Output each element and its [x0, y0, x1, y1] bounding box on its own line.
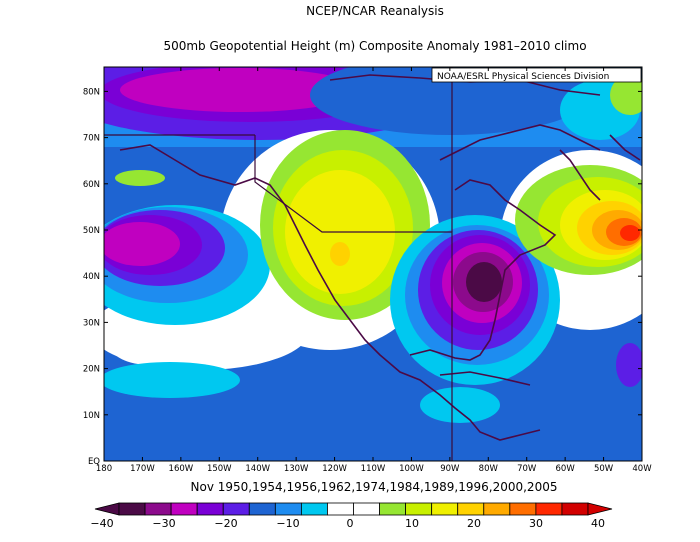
colorbar-swatch — [483, 502, 511, 516]
colorbar-low-arrow — [94, 502, 120, 516]
lon-tick-label: 130W — [284, 464, 309, 474]
colorbar-swatch — [196, 502, 224, 516]
colorbar-label: −30 — [152, 517, 175, 530]
colorbar-swatch — [274, 502, 302, 516]
title-line-2: 500mb Geopotential Height (m) Composite … — [163, 39, 586, 53]
title-line-1: NCEP/NCAR Reanalysis — [306, 4, 444, 18]
colorbar: −40 −30 −20 −10 0 10 20 30 40 — [90, 502, 613, 530]
lat-tick-label: 10N — [83, 411, 100, 421]
colorbar-label: −20 — [214, 517, 237, 530]
colorbar-swatch — [118, 502, 146, 516]
credit-box — [431, 67, 642, 83]
lat-tick-label: EQ — [88, 457, 100, 467]
colorbar-swatch — [561, 502, 589, 516]
lat-tick-label: 20N — [83, 365, 100, 375]
colorbar-swatch — [457, 502, 485, 516]
colorbar-label: −40 — [90, 517, 113, 530]
lon-tick-label: 180 — [96, 464, 112, 474]
lon-tick-label: 50W — [594, 464, 614, 474]
lat-tick-label: 70N — [83, 134, 100, 144]
colorbar-high-arrow — [587, 502, 613, 516]
colorbar-swatch — [222, 502, 250, 516]
anomaly-field — [104, 67, 642, 461]
credit-label: NOAA/ESRL Physical Sciences Division — [437, 72, 609, 82]
colorbar-swatch — [431, 502, 459, 516]
colorbar-swatch — [379, 502, 407, 516]
colorbar-swatch — [170, 502, 198, 516]
lon-tick-label: 110W — [361, 464, 386, 474]
lat-tick-label: 30N — [83, 318, 100, 328]
lon-tick-label: 80W — [479, 464, 499, 474]
colorbar-swatch — [327, 502, 354, 516]
colorbar-swatch — [144, 502, 172, 516]
colorbar-swatch — [248, 502, 276, 516]
lon-tick-label: 40W — [632, 464, 652, 474]
colorbar-label: 40 — [591, 517, 605, 530]
lat-tick-label: 50N — [83, 226, 100, 236]
lon-tick-label: 100W — [399, 464, 424, 474]
period-label: Nov 1950,1954,1956,1962,1974,1984,1989,1… — [191, 480, 558, 494]
lon-tick-label: 90W — [440, 464, 460, 474]
longitude-axis: 180 170W 160W 150W 140W 130W 120W 110W 100W 90W 80… — [96, 67, 652, 474]
colorbar-swatch — [353, 502, 380, 516]
colorbar-swatch — [535, 502, 563, 516]
colorbar-label: 20 — [467, 517, 481, 530]
lon-tick-label: 70W — [517, 464, 537, 474]
colorbar-swatch — [300, 502, 328, 516]
region-box — [104, 67, 453, 461]
lon-tick-label: 140W — [245, 464, 270, 474]
lon-tick-label: 170W — [130, 464, 155, 474]
lon-tick-label: 150W — [207, 464, 232, 474]
colorbar-swatch — [405, 502, 433, 516]
latitude-axis: EQ 10N 20N 30N 40N 50N 60N 70N 80N — [83, 87, 642, 467]
colorbar-label: 0 — [347, 517, 354, 530]
colorbar-label: 30 — [529, 517, 543, 530]
colorbar-swatch — [509, 502, 537, 516]
lat-tick-label: 80N — [83, 87, 100, 97]
colorbar-label: 10 — [405, 517, 419, 530]
lon-tick-label: 120W — [322, 464, 347, 474]
lat-tick-label: 60N — [83, 180, 100, 190]
lat-tick-label: 40N — [83, 272, 100, 282]
lon-tick-label: 60W — [556, 464, 576, 474]
lon-tick-label: 160W — [169, 464, 194, 474]
colorbar-label: −10 — [276, 517, 299, 530]
